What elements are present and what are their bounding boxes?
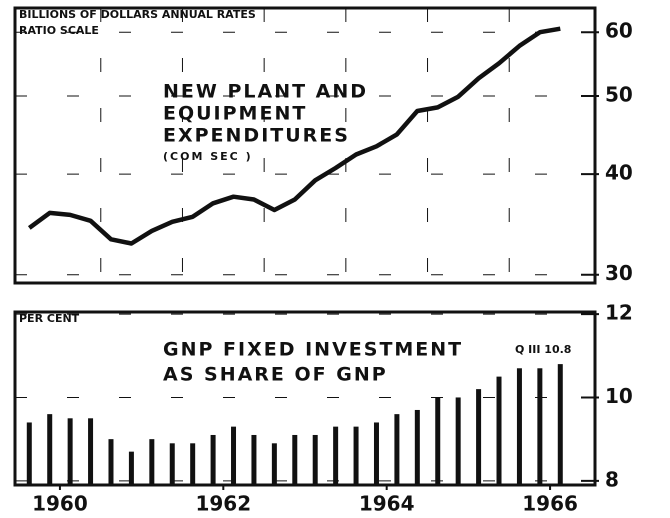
y-tick-label: 30 [605,261,633,285]
bar [169,443,175,485]
y-tick-label: 12 [605,301,633,325]
x-tick-label: 1964 [359,492,415,516]
bar [373,422,379,485]
bar [312,434,318,485]
x-tick-label: 1962 [195,492,251,516]
bar [516,368,522,485]
bar [108,439,114,485]
y-tick-label: 50 [605,83,633,107]
bar [26,422,32,485]
bar [251,434,257,485]
bar [496,376,502,485]
bar [190,443,196,485]
bar [67,418,73,485]
bar [271,443,277,485]
bar [353,426,359,485]
title: EQUIPMENT [163,103,307,125]
y-tick-label: 40 [605,161,633,185]
bar [231,426,237,485]
scale-label: RATIO SCALE [19,24,99,37]
title: AS SHARE OF GNP [163,364,388,386]
x-tick-label: 1966 [522,492,578,516]
bar [394,414,400,485]
annotation: Q III 10.8 [515,343,571,356]
bottom-frame [13,310,597,487]
top-frame [13,6,597,285]
title: GNP FIXED INVESTMENT [163,339,463,361]
bar [537,368,543,485]
data-line [27,26,561,246]
y-tick-label: 60 [605,19,633,43]
x-tick-label: 1960 [32,492,88,516]
subtitle: (COM SEC ) [163,150,253,163]
bar [476,389,482,485]
bar [47,414,53,485]
bar [292,434,298,485]
unit-label: BILLIONS OF DOLLARS ANNUAL RATES [19,8,256,21]
bar [149,439,155,485]
title: NEW PLANT AND [163,81,368,103]
bar [333,426,339,485]
bar [455,397,461,485]
bar [128,451,134,485]
bar [210,434,216,485]
bar [557,364,563,485]
title: EXPENDITURES [163,125,350,147]
unit-label: PER CENT [19,312,80,325]
bar [414,409,420,485]
bar [88,418,94,485]
y-tick-label: 10 [605,384,633,408]
y-tick-label: 8 [605,467,619,491]
bar [435,397,441,485]
